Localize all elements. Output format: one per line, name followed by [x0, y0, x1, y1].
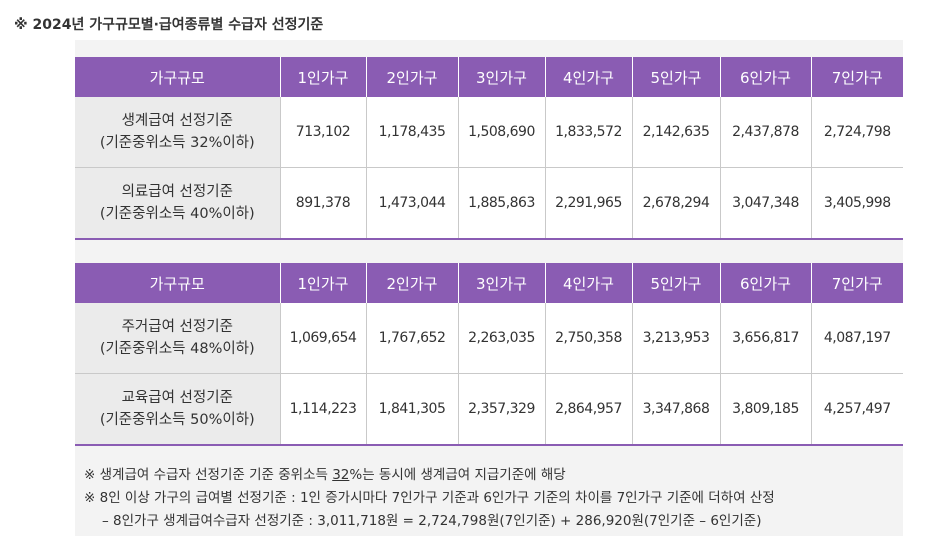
row-header-title: 교육급여 선정기준: [121, 390, 233, 406]
column-header-3-person: 3인가구: [457, 263, 546, 303]
column-header-2-person: 2인가구: [365, 263, 459, 303]
table-row-livelihood: 생계급여 선정기준 (기준중위소득 32%이하) 713,102 1,178,4…: [75, 97, 903, 168]
row-header-subtitle: (기준중위소득 32%이하): [99, 135, 255, 151]
criteria-table-housing-education: 가구규모 1인가구 2인가구 3인가구 4인가구 5인가구 6인가구 7인가구 …: [75, 263, 903, 446]
table-cell: 3,809,185: [719, 373, 812, 446]
table-cell: 3,213,953: [631, 303, 721, 374]
table-cell: 1,508,690: [457, 97, 546, 168]
row-header-title: 의료급여 선정기준: [121, 184, 233, 200]
column-header-1-person: 1인가구: [279, 263, 367, 303]
table-cell: 2,357,329: [457, 373, 546, 446]
table-cell: 2,724,798: [810, 97, 903, 168]
row-header-title: 생계급여 선정기준: [121, 113, 233, 129]
table-row-medical: 의료급여 선정기준 (기준중위소득 40%이하) 891,378 1,473,0…: [75, 167, 903, 240]
footnote-text: ※ 생계급여 수급자 선정기준 기준 중위소득: [84, 467, 333, 483]
row-header-education: 교육급여 선정기준 (기준중위소득 50%이하): [75, 373, 281, 446]
column-header-5-person: 5인가구: [631, 263, 721, 303]
table-cell: 2,678,294: [631, 167, 721, 240]
table-cell: 891,378: [279, 167, 367, 240]
column-header-6-person: 6인가구: [719, 57, 812, 97]
row-header-medical: 의료급여 선정기준 (기준중위소득 40%이하): [75, 167, 281, 240]
table-cell: 1,833,572: [544, 97, 633, 168]
row-header-title: 주거급여 선정기준: [121, 319, 233, 335]
table-row-education: 교육급여 선정기준 (기준중위소득 50%이하) 1,114,223 1,841…: [75, 373, 903, 446]
table-cell: 2,864,957: [544, 373, 633, 446]
table-cell: 1,178,435: [365, 97, 459, 168]
table-cell: 1,767,652: [365, 303, 459, 374]
table-cell: 3,347,868: [631, 373, 721, 446]
table-cell: 713,102: [279, 97, 367, 168]
footnote-eight-person-example: – 8인가구 생계급여수급자 선정기준 : 3,011,718원 = 2,724…: [102, 513, 762, 529]
table-cell: 4,087,197: [810, 303, 903, 374]
table-cell: 2,142,635: [631, 97, 721, 168]
column-header-household-size: 가구규모: [75, 263, 281, 303]
column-header-2-person: 2인가구: [365, 57, 459, 97]
column-header-3-person: 3인가구: [457, 57, 546, 97]
table-header-row: 가구규모 1인가구 2인가구 3인가구 4인가구 5인가구 6인가구 7인가구: [75, 57, 903, 97]
table-cell: 1,885,863: [457, 167, 546, 240]
table-cell: 2,291,965: [544, 167, 633, 240]
table-cell: 4,257,497: [810, 373, 903, 446]
column-header-4-person: 4인가구: [544, 57, 633, 97]
criteria-table-livelihood-medical: 가구규모 1인가구 2인가구 3인가구 4인가구 5인가구 6인가구 7인가구 …: [75, 57, 903, 240]
table-cell: 1,841,305: [365, 373, 459, 446]
table-cell: 2,263,035: [457, 303, 546, 374]
column-header-7-person: 7인가구: [810, 57, 903, 97]
table-header-row: 가구규모 1인가구 2인가구 3인가구 4인가구 5인가구 6인가구 7인가구: [75, 263, 903, 303]
table-cell: 3,405,998: [810, 167, 903, 240]
table-cell: 1,069,654: [279, 303, 367, 374]
column-header-4-person: 4인가구: [544, 263, 633, 303]
column-header-5-person: 5인가구: [631, 57, 721, 97]
table-cell: 2,437,878: [719, 97, 812, 168]
row-header-subtitle: (기준중위소득 40%이하): [99, 206, 255, 222]
footnote-text: %는 동시에 생계급여 지급기준에 해당: [349, 467, 566, 483]
footnote-eight-person-rule: ※ 8인 이상 가구의 급여별 선정기준 : 1인 증가시마다 7인가구 기준과…: [84, 490, 775, 506]
table-cell: 1,114,223: [279, 373, 367, 446]
row-header-subtitle: (기준중위소득 48%이하): [99, 341, 255, 357]
column-header-7-person: 7인가구: [810, 263, 903, 303]
footnote-underlined-percent: 32: [332, 467, 350, 483]
column-header-1-person: 1인가구: [279, 57, 367, 97]
table-cell: 3,047,348: [719, 167, 812, 240]
footnote-livelihood-criteria: ※ 생계급여 수급자 선정기준 기준 중위소득 32%는 동시에 생계급여 지급…: [84, 464, 902, 487]
table-cell: 2,750,358: [544, 303, 633, 374]
page-heading: ※ 2024년 가구규모별·급여종류별 수급자 선정기준: [14, 17, 324, 33]
table-cell: 3,656,817: [719, 303, 812, 374]
row-header-livelihood: 생계급여 선정기준 (기준중위소득 32%이하): [75, 97, 281, 168]
table-row-housing: 주거급여 선정기준 (기준중위소득 48%이하) 1,069,654 1,767…: [75, 303, 903, 374]
column-header-6-person: 6인가구: [719, 263, 812, 303]
row-header-housing: 주거급여 선정기준 (기준중위소득 48%이하): [75, 303, 281, 374]
footnotes: ※ 생계급여 수급자 선정기준 기준 중위소득 32%는 동시에 생계급여 지급…: [84, 464, 902, 533]
row-header-subtitle: (기준중위소득 50%이하): [99, 412, 255, 428]
column-header-household-size: 가구규모: [75, 57, 281, 97]
table-cell: 1,473,044: [365, 167, 459, 240]
